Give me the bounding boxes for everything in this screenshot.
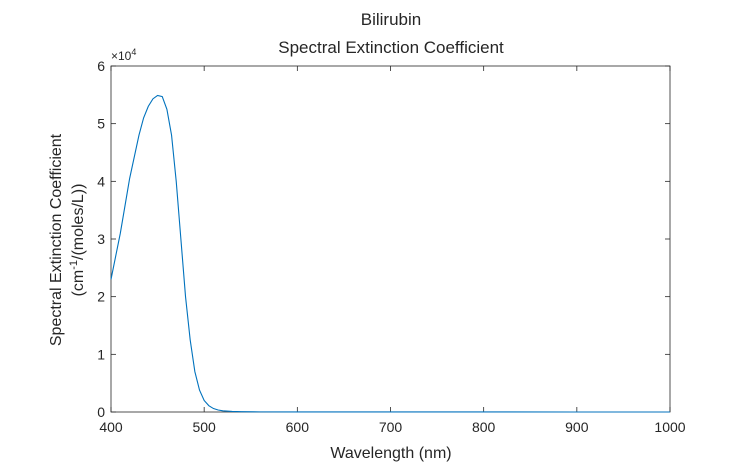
x-axis: 400 500 600 700 800 900 1000 bbox=[99, 66, 686, 435]
chart-subtitle: Spectral Extinction Coefficient bbox=[278, 38, 504, 57]
x-tick-label: 1000 bbox=[654, 419, 685, 435]
y-tick-label: 3 bbox=[97, 231, 105, 247]
plot-area bbox=[110, 65, 671, 413]
y-axis-label-units: (cm-1/(moles/L)) bbox=[68, 184, 87, 297]
series-line bbox=[110, 94, 670, 413]
y-tick-label: 1 bbox=[97, 346, 105, 362]
y-axis: 0 1 2 3 4 5 6 bbox=[97, 58, 670, 420]
x-tick-label: 800 bbox=[472, 419, 496, 435]
x-tick-label: 600 bbox=[286, 419, 310, 435]
x-tick-label: 700 bbox=[379, 419, 403, 435]
x-tick-label: 900 bbox=[565, 419, 589, 435]
y-tick-label: 6 bbox=[97, 58, 105, 74]
y-axis-label: Spectral Extinction Coefficient bbox=[48, 133, 65, 346]
x-axis-label: Wavelength (nm) bbox=[330, 445, 451, 462]
y-tick-label: 5 bbox=[97, 116, 105, 132]
x-tick-label: 500 bbox=[192, 419, 216, 435]
chart-title: Bilirubin bbox=[361, 10, 421, 29]
y-tick-label: 0 bbox=[97, 404, 105, 420]
y-tick-label: 2 bbox=[97, 289, 105, 305]
y-exponent-label: ×104 bbox=[111, 47, 136, 63]
x-tick-label: 400 bbox=[99, 419, 123, 435]
y-tick-label: 4 bbox=[97, 173, 105, 189]
